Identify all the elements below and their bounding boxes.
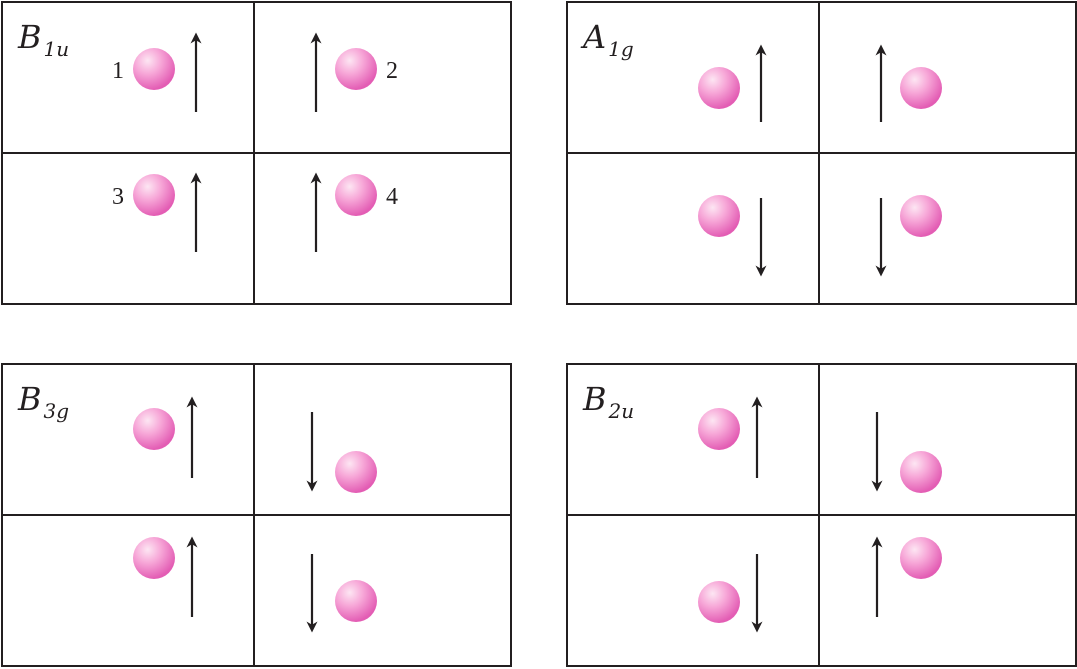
mode-label-main: B (17, 380, 42, 418)
site-4 (875, 195, 942, 277)
site-number-label: 4 (386, 184, 398, 210)
mode-label-main: A (580, 18, 606, 56)
site-1 (698, 396, 763, 478)
site-2: 2 (310, 32, 398, 112)
atom-sphere (900, 195, 942, 237)
site-2 (871, 412, 942, 493)
atom-sphere (698, 67, 740, 109)
site-3 (698, 554, 763, 633)
panel-b1u: B 1u 1 2 3 4 (1, 1, 512, 305)
atom-sphere (698, 195, 740, 237)
mode-label: A 1g (580, 18, 634, 61)
site-3 (133, 536, 198, 617)
panel-a1g: A 1g (566, 1, 1077, 305)
site-1: 1 (112, 32, 202, 112)
mode-label-subscript: 3g (44, 399, 70, 423)
site-1 (133, 396, 198, 478)
site-3: 3 (112, 172, 202, 252)
site-1 (698, 44, 767, 122)
site-4 (306, 554, 377, 633)
site-2 (875, 44, 942, 122)
atom-sphere (133, 174, 175, 216)
site-4: 4 (310, 172, 398, 252)
atom-sphere (335, 580, 377, 622)
atom-sphere (335, 174, 377, 216)
atom-sphere (698, 581, 740, 623)
atom-sphere (900, 537, 942, 579)
mode-label: B 3g (17, 380, 69, 423)
atom-sphere (335, 48, 377, 90)
mode-label-main: B (17, 18, 42, 56)
atom-sphere (335, 451, 377, 493)
mode-label-main: B (582, 380, 607, 418)
atom-sphere (698, 408, 740, 450)
mode-label-subscript: 1u (44, 37, 70, 61)
atom-sphere (133, 408, 175, 450)
panel-b3g: B 3g (1, 363, 512, 667)
site-number-label: 1 (112, 58, 124, 84)
mode-label-subscript: 2u (608, 399, 635, 423)
site-4 (871, 536, 942, 617)
mode-label: B 2u (582, 380, 634, 423)
site-number-label: 2 (386, 58, 398, 84)
mode-label-subscript: 1g (608, 37, 634, 61)
mode-label: B 1u (17, 18, 69, 61)
atom-sphere (133, 537, 175, 579)
atom-sphere (900, 451, 942, 493)
site-3 (698, 195, 767, 277)
site-number-label: 3 (112, 184, 124, 210)
atom-sphere (133, 48, 175, 90)
site-2 (306, 412, 377, 493)
panel-b2u: B 2u (566, 363, 1077, 667)
atom-sphere (900, 67, 942, 109)
